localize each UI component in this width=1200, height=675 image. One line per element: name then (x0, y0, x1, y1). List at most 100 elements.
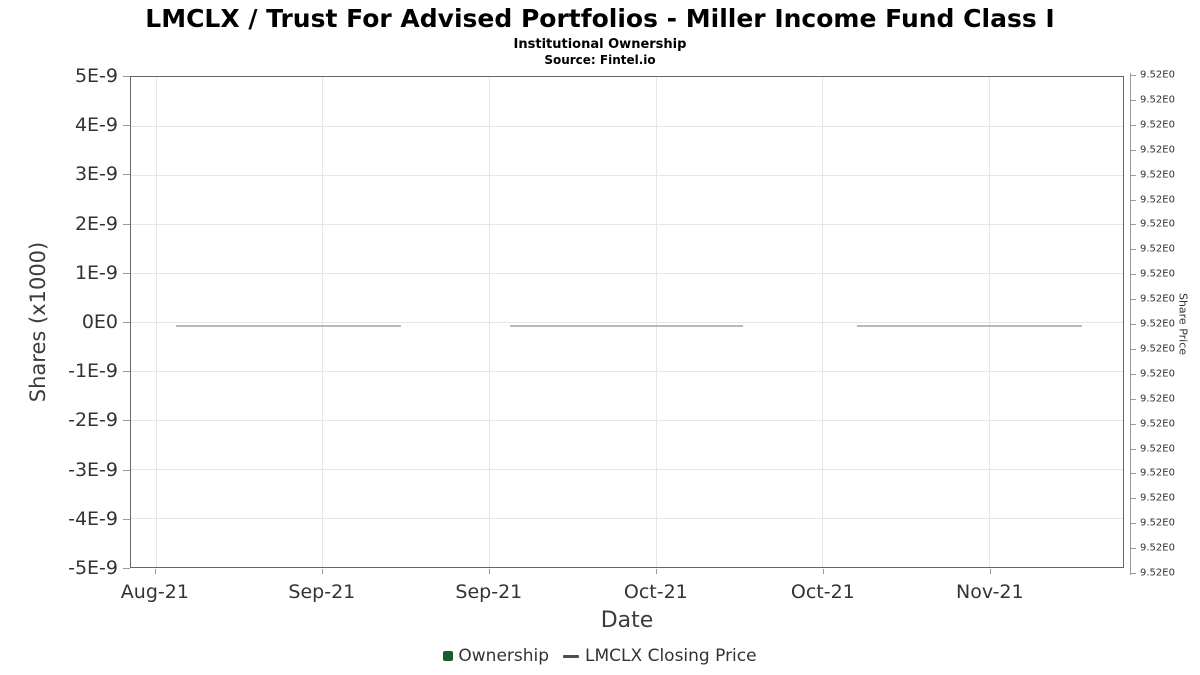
closing-price-series-marker-icon (563, 654, 580, 658)
gridline-vertical (822, 77, 824, 567)
right-axis-tick-label: 9.52E0 (1140, 517, 1175, 529)
right-axis-tick (1130, 324, 1136, 325)
gridline-vertical (989, 77, 991, 567)
y-axis-tick-label: 5E-9 (74, 65, 118, 87)
y-axis-tick (123, 272, 130, 274)
x-axis-tick (655, 569, 657, 574)
right-axis-tick-label: 9.52E0 (1140, 119, 1175, 131)
right-axis-tick-label: 9.52E0 (1140, 69, 1175, 81)
right-axis-tick-label: 9.52E0 (1140, 368, 1175, 380)
right-axis-tick (1130, 224, 1136, 226)
gridline-vertical (322, 77, 324, 567)
y-axis-tick-label: 2E-9 (74, 212, 118, 235)
x-axis-tick-label: Sep-21 (288, 581, 356, 603)
y-axis-tick-label: 1E-9 (74, 261, 118, 284)
closing-price-line-segment (509, 324, 744, 327)
y-axis-tick (123, 174, 130, 176)
right-axis-tick (1130, 174, 1136, 176)
right-axis-tick (1130, 398, 1136, 400)
right-axis-tick-label: 9.52E0 (1140, 144, 1175, 156)
right-axis-tick-label: 9.52E0 (1140, 194, 1175, 205)
gridline-vertical (155, 77, 157, 567)
closing-price-line-segment (857, 324, 1083, 327)
y-axis-tick-label: -1E-9 (68, 360, 118, 383)
gridline-horizontal (131, 420, 1123, 421)
chart-source: Source: Fintel.io (544, 53, 656, 67)
x-axis-tick-label: Sep-21 (455, 581, 523, 603)
right-axis-tick-label: 9.52E0 (1140, 492, 1175, 504)
right-axis-tick (1130, 249, 1136, 251)
y-axis-title-right: Share Price (1176, 292, 1190, 356)
y-axis-tick (123, 223, 130, 225)
y-axis-tick (123, 469, 130, 471)
right-axis-tick-label: 9.52E0 (1140, 393, 1175, 405)
right-axis-tick (1130, 274, 1136, 276)
plot-area (130, 76, 1124, 568)
legend-item-closing-price[interactable]: LMCLX Closing Price (563, 646, 757, 666)
y-axis-tick-label: -3E-9 (68, 458, 118, 481)
gridline-horizontal (131, 224, 1123, 225)
y-axis-tick (123, 322, 130, 323)
right-axis-tick (1130, 523, 1136, 525)
right-axis-tick (1130, 75, 1136, 76)
x-axis-tick-label: Oct-21 (623, 581, 688, 603)
right-axis-tick-label: 9.52E0 (1140, 94, 1175, 106)
right-axis-tick (1130, 448, 1136, 450)
right-axis-tick (1130, 548, 1136, 550)
right-axis-tick-label: 9.52E0 (1140, 243, 1175, 255)
right-axis-tick-label: 9.52E0 (1140, 418, 1175, 430)
right-axis-tick-label: 9.52E0 (1140, 567, 1175, 579)
right-axis-tick (1130, 348, 1136, 350)
legend-label-ownership: Ownership (458, 646, 550, 666)
right-axis-tick-label: 9.52E0 (1140, 268, 1175, 280)
right-axis-tick (1130, 299, 1136, 301)
y-axis-tick (123, 420, 130, 422)
right-axis-tick (1130, 124, 1136, 126)
chart-subtitle: Institutional Ownership (513, 37, 687, 52)
x-axis-tick (488, 569, 490, 574)
y-axis-tick-label: 3E-9 (74, 163, 118, 186)
right-axis-tick-label: 9.52E0 (1140, 443, 1175, 454)
right-axis-tick (1130, 423, 1136, 425)
gridline-horizontal (131, 518, 1123, 519)
x-axis-tick-label: Oct-21 (790, 581, 855, 603)
y-axis-tick-label: -5E-9 (68, 557, 118, 579)
right-axis-tick (1130, 573, 1136, 574)
x-axis-tick (321, 569, 323, 574)
ownership-series-marker-icon (443, 651, 454, 661)
gridline-vertical (655, 77, 657, 567)
right-axis-tick (1130, 473, 1136, 475)
y-axis-tick-label: -2E-9 (68, 409, 118, 432)
gridline-horizontal (131, 273, 1123, 274)
gridline-horizontal (131, 322, 1123, 323)
y-axis-tick (123, 76, 130, 77)
y-axis-tick (123, 518, 130, 520)
right-axis-tick-label: 9.52E0 (1140, 343, 1175, 355)
y-axis-tick (123, 125, 130, 127)
right-axis-tick (1130, 199, 1136, 201)
right-axis-tick (1130, 149, 1136, 151)
right-axis-tick (1130, 373, 1136, 375)
y-axis-tick (123, 568, 130, 569)
right-axis-tick (1130, 498, 1136, 500)
closing-price-line-segment (175, 324, 401, 327)
y-axis-tick-label: 0E0 (81, 311, 118, 333)
x-axis-tick (822, 569, 824, 574)
x-axis-title: Date (600, 608, 654, 633)
y-axis-tick-label: -4E-9 (68, 507, 118, 530)
x-axis-tick (989, 569, 991, 574)
legend-label-closing-price: LMCLX Closing Price (585, 646, 757, 666)
right-axis-tick-label: 9.52E0 (1140, 318, 1175, 330)
gridline-horizontal (131, 371, 1123, 372)
right-axis-tick-label: 9.52E0 (1140, 542, 1175, 554)
right-axis-tick-label: 9.52E0 (1140, 169, 1175, 181)
x-axis-tick (154, 569, 156, 574)
legend-item-ownership[interactable]: Ownership (443, 646, 549, 666)
right-axis-tick-label: 9.52E0 (1140, 467, 1175, 479)
legend: Ownership LMCLX Closing Price (0, 646, 1200, 666)
x-axis-tick-label: Nov-21 (955, 581, 1024, 603)
y-axis-tick (123, 371, 130, 373)
gridline-horizontal (131, 175, 1123, 176)
chart-title: LMCLX / Trust For Advised Portfolios - M… (145, 4, 1055, 33)
